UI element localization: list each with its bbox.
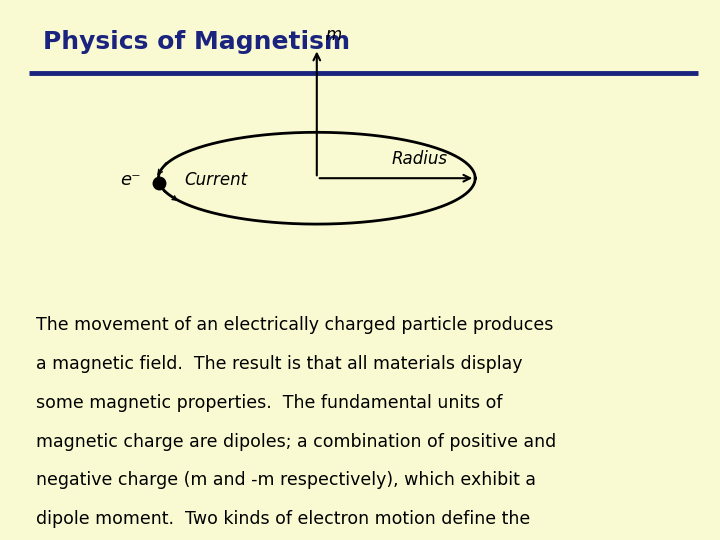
Text: some magnetic properties.  The fundamental units of: some magnetic properties. The fundamenta… — [36, 394, 503, 411]
Text: magnetic charge are dipoles; a combination of positive and: magnetic charge are dipoles; a combinati… — [36, 433, 557, 450]
Text: negative charge (m and -m respectively), which exhibit a: negative charge (m and -m respectively),… — [36, 471, 536, 489]
Text: m: m — [325, 26, 342, 44]
Text: Radius: Radius — [392, 151, 448, 168]
Text: The movement of an electrically charged particle produces: The movement of an electrically charged … — [36, 316, 554, 334]
Text: a magnetic field.  The result is that all materials display: a magnetic field. The result is that all… — [36, 355, 523, 373]
Text: dipole moment.  Two kinds of electron motion define the: dipole moment. Two kinds of electron mot… — [36, 510, 530, 528]
Text: Current: Current — [184, 171, 248, 189]
Text: Physics of Magnetism: Physics of Magnetism — [43, 30, 351, 53]
Text: e⁻: e⁻ — [120, 171, 141, 189]
